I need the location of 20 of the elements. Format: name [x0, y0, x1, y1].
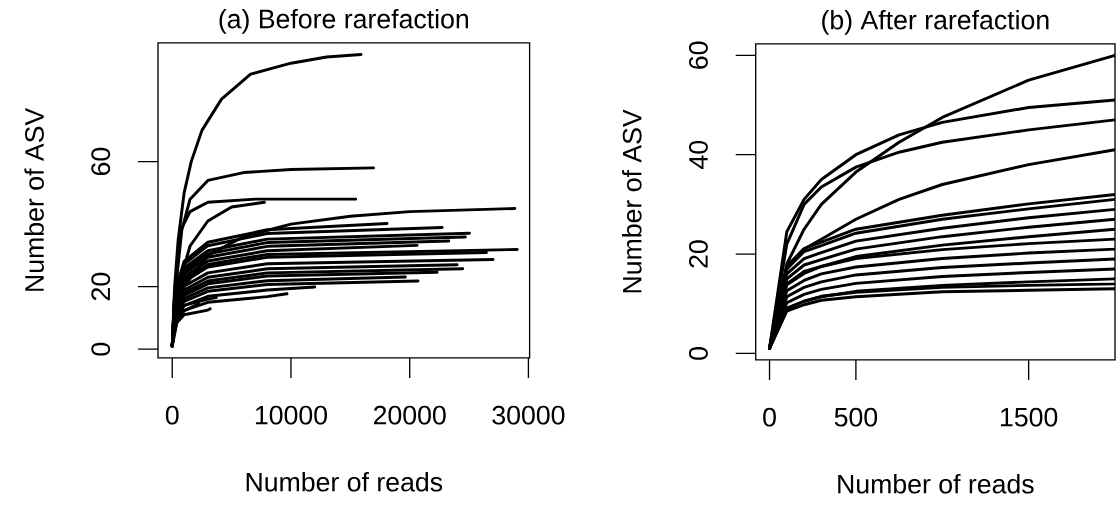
y-tick-label: 60	[689, 41, 708, 69]
x-tick-label: 0	[763, 407, 776, 427]
x-tick-label: 500	[834, 407, 878, 427]
x-axis-title: Number of reads	[246, 472, 443, 492]
y-tick-label: 20	[689, 240, 708, 268]
chart-title: (b) After rarefaction	[822, 9, 1049, 35]
y-axis-title: Number of ASV	[24, 107, 44, 291]
chart-title: (a) Before rarefaction	[219, 8, 468, 34]
x-tick-label: 0	[165, 405, 179, 425]
x-tick-label: 10000	[255, 405, 327, 425]
y-tick-label: 20	[91, 272, 111, 301]
y-axis-title: Number of ASV	[622, 109, 642, 293]
y-tick-label: 0	[689, 347, 708, 360]
y-tick-label: 0	[91, 342, 111, 356]
y-tick-label: 60	[91, 147, 111, 176]
x-tick-label: 20000	[373, 405, 446, 425]
x-tick-label: 30000	[492, 405, 565, 425]
x-tick-label: 1500	[1001, 407, 1058, 427]
y-tick-label: 40	[689, 140, 708, 169]
x-axis-title: Number of reads	[838, 474, 1034, 494]
